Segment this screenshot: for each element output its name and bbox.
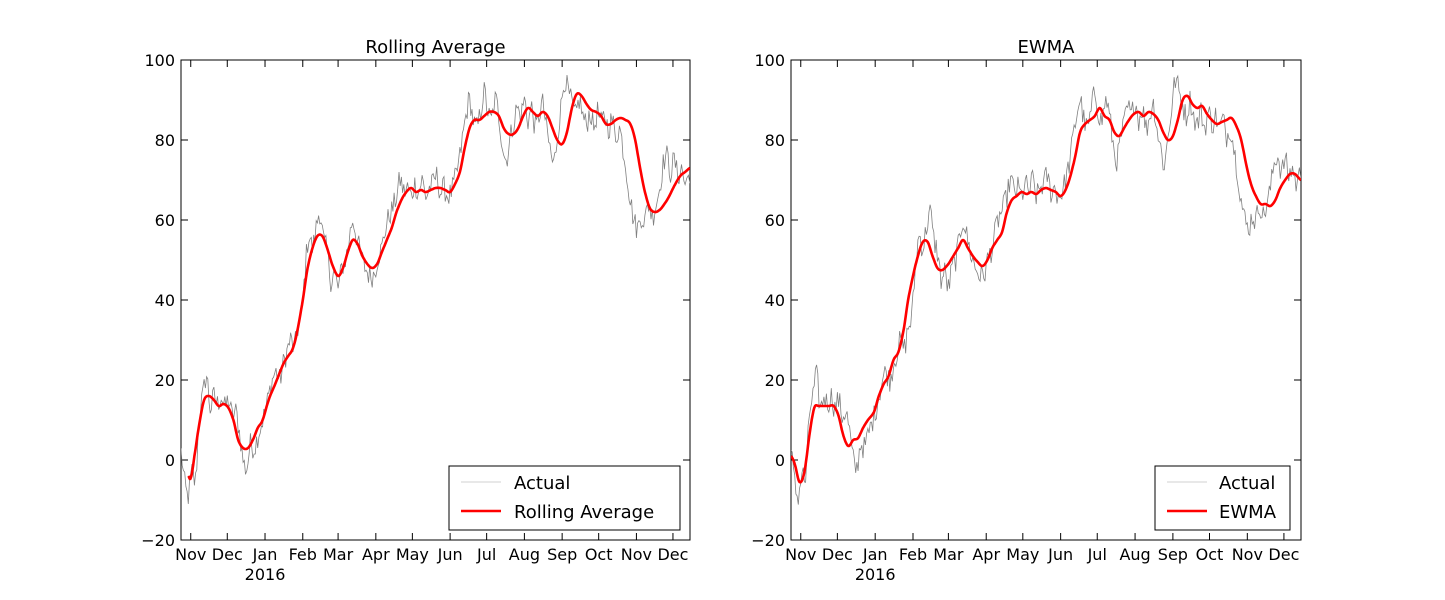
y-tick-label: 60 [765,211,785,230]
y-tick-label: 80 [155,131,175,150]
x-tick-label: Nov [621,545,652,564]
x-tick-label: Apr [362,545,390,564]
rolling-average-line [187,92,690,481]
actual-line [791,74,1301,505]
legend-box [1154,465,1291,531]
legend-box [448,465,681,531]
y-tick-label: 20 [765,371,785,390]
x-tick-label: May [396,545,429,564]
chart-title: Rolling Average [365,37,505,58]
x-tick-label: Mar [323,545,354,564]
y-tick-label: −20 [141,531,175,550]
series-group [791,74,1301,505]
y-tick-label: 100 [144,51,175,70]
x-tick-year-label: 2016 [855,565,896,584]
y-tick-label: 0 [165,451,175,470]
x-tick-label: Dec [657,545,688,564]
x-tick-label: Sep [547,545,577,564]
y-tick-label: 20 [155,371,175,390]
x-tick-label: Dec [822,545,853,564]
y-tick-label: 80 [765,131,785,150]
x-tick-label: May [1006,545,1039,564]
x-tick-label: Dec [212,545,243,564]
legend-label-ewma: EWMA [1219,502,1277,523]
x-tick-label: Jul [476,545,496,564]
x-tick-label: Oct [585,545,613,564]
x-tick-label: Mar [933,545,964,564]
series-group [181,74,690,504]
x-tick-label: Jun [437,545,463,564]
legend: Actual EWMA [1154,465,1291,531]
y-tick-label: 100 [754,51,785,70]
x-tick-label: Apr [972,545,1000,564]
x-tick-label: Dec [1268,545,1299,564]
x-tick-label: Nov [1232,545,1263,564]
x-tick-label: Jan [862,545,888,564]
x-tick-label: Aug [1119,545,1150,564]
chart-title: EWMA [1017,37,1075,58]
x-tick-label: Nov [175,545,206,564]
x-tick-label: Jun [1047,545,1073,564]
legend: Actual Rolling Average [448,465,681,531]
legend-label-actual: Actual [514,473,570,494]
x-tick-label: Jul [1087,545,1107,564]
y-tick-label: 40 [155,291,175,310]
rolling-average-panel: Rolling Average −20 0 20 40 60 80 100 Nov Dec Jan… [141,37,691,584]
x-tick-label: Jan [252,545,278,564]
x-tick-label: Feb [899,545,927,564]
x-tick-label: Oct [1196,545,1224,564]
x-tick-label: Aug [509,545,540,564]
x-tick-label: Sep [1158,545,1188,564]
ewma-line [791,94,1301,484]
y-tick-label: 0 [775,451,785,470]
legend-label-rolling-average: Rolling Average [514,502,654,523]
legend-label-actual: Actual [1219,473,1275,494]
x-tick-label: Nov [785,545,816,564]
y-tick-label: 60 [155,211,175,230]
y-tick-label: −20 [751,531,785,550]
x-tick-year-label: 2016 [245,565,286,584]
x-tick-label: Feb [289,545,317,564]
y-tick-label: 40 [765,291,785,310]
